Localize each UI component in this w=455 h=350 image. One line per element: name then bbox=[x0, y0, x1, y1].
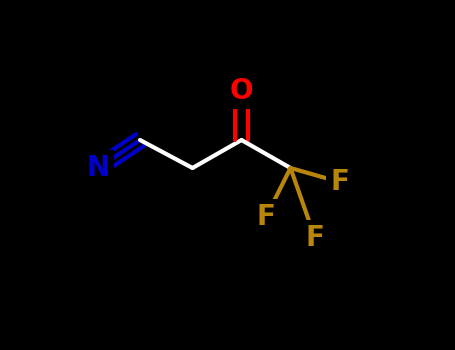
Text: F: F bbox=[330, 168, 349, 196]
Text: O: O bbox=[230, 77, 253, 105]
Text: F: F bbox=[257, 203, 275, 231]
Text: F: F bbox=[306, 224, 324, 252]
Text: N: N bbox=[86, 154, 110, 182]
